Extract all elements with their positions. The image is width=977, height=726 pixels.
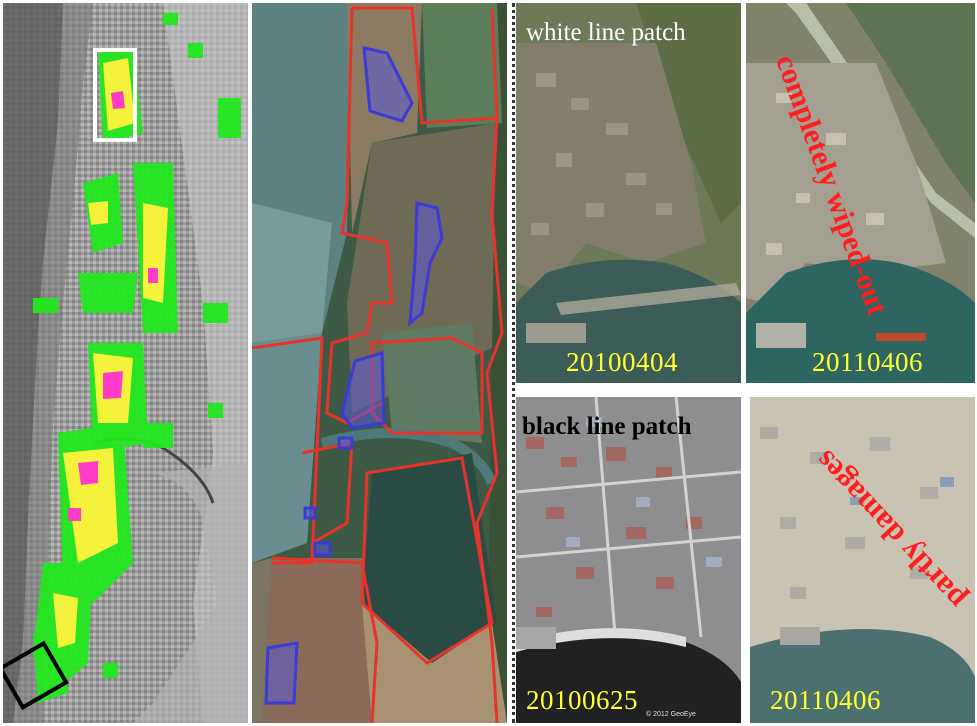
sar-change-map xyxy=(3,3,248,723)
black-patch-before-image: black line patch 20100625 © 2012 GeoEye xyxy=(516,397,741,723)
white-patch-after-image: completely wiped-out 20110406 xyxy=(746,3,975,383)
optical-overview-map xyxy=(252,3,507,723)
black-patch-before-graphic xyxy=(516,397,741,723)
white-patch-after-graphic xyxy=(746,3,975,383)
white-patch-after-date: 20110406 xyxy=(812,347,923,377)
white-patch-before-image: white line patch 20100404 xyxy=(516,3,741,383)
optical-overview-graphic xyxy=(252,3,507,723)
white-patch-marker xyxy=(93,48,137,142)
black-patch-title: black line patch xyxy=(522,413,692,440)
black-patch-after-date: 20110406 xyxy=(770,685,881,715)
white-patch-before-date: 20100404 xyxy=(566,347,678,377)
black-patch-marker xyxy=(3,640,69,711)
black-patch-before-date: 20100625 xyxy=(526,685,638,715)
sar-change-map-graphic xyxy=(3,3,248,723)
black-patch-after-graphic xyxy=(750,397,975,723)
white-patch-before-graphic xyxy=(516,3,741,383)
black-patch-after-image: partly damages 20110406 xyxy=(750,397,975,723)
white-patch-title: white line patch xyxy=(526,19,686,46)
panel-divider xyxy=(512,3,515,723)
image-copyright: © 2012 GeoEye xyxy=(646,711,696,718)
